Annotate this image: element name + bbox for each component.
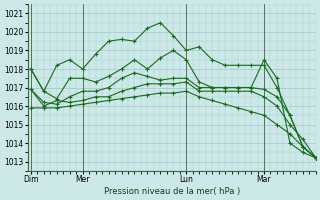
- X-axis label: Pression niveau de la mer( hPa ): Pression niveau de la mer( hPa ): [104, 187, 240, 196]
